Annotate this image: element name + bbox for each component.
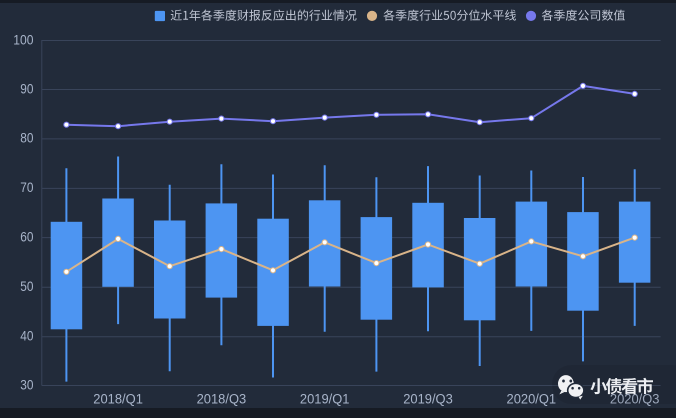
- svg-text:2018/Q3: 2018/Q3: [197, 392, 247, 407]
- svg-text:2019/Q1: 2019/Q1: [300, 392, 350, 407]
- svg-text:90: 90: [20, 81, 33, 96]
- svg-text:2020/Q1: 2020/Q1: [507, 392, 557, 407]
- svg-text:2019/Q3: 2019/Q3: [403, 392, 453, 407]
- svg-text:50: 50: [20, 279, 33, 294]
- svg-text:40: 40: [20, 329, 33, 344]
- svg-text:30: 30: [20, 377, 33, 392]
- svg-text:60: 60: [20, 229, 33, 244]
- svg-text:80: 80: [20, 131, 33, 146]
- svg-text:2020/Q3: 2020/Q3: [610, 392, 660, 407]
- svg-text:100: 100: [13, 32, 33, 47]
- svg-text:2018/Q1: 2018/Q1: [93, 392, 143, 407]
- svg-text:70: 70: [20, 180, 33, 195]
